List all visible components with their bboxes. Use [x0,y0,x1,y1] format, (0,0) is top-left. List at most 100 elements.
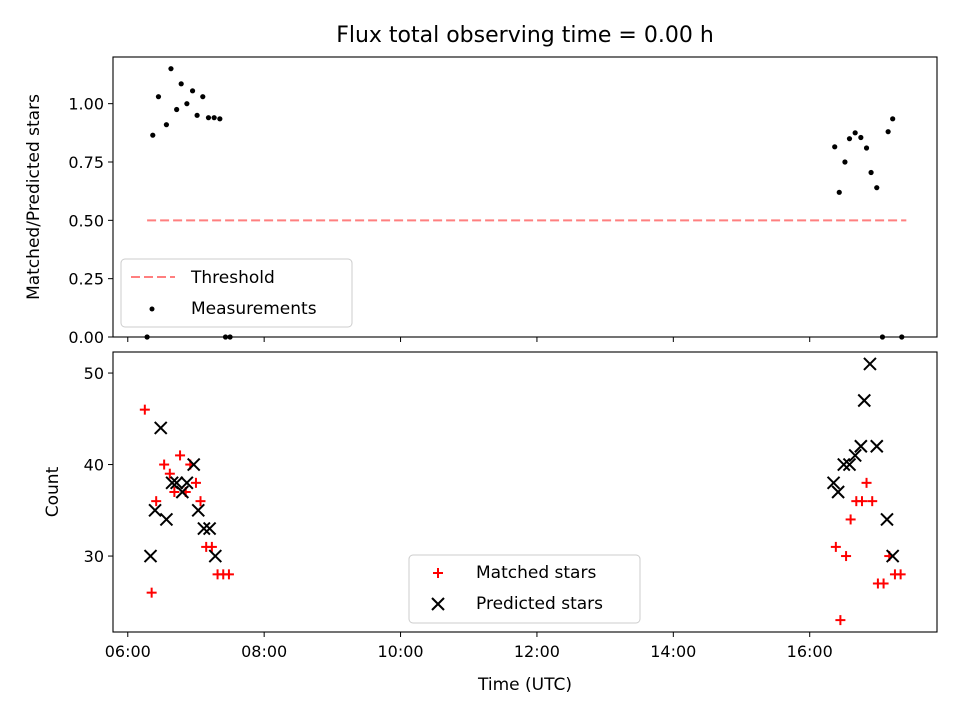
legend-entry-measurements: Measurements [191,299,317,319]
bottom-chart: 30 40 50 06:00 08:00 10:00 12:00 14:00 16:00 Cou… [43,351,938,695]
matched-star-point [830,541,841,552]
predicted-star-point [191,503,205,518]
matched-stars-legend-swatch [433,568,443,578]
matched-star-point [190,477,201,488]
legend-entry-matched-stars: Matched stars [476,563,596,583]
measurements-legend-swatch [149,306,155,312]
measurement-point [217,116,223,122]
top-y-tick-label: 0.25 [68,270,104,289]
predicted-star-point [197,521,211,536]
measurement-point [885,129,891,135]
bottom-chart-y-axis-label: Count [43,466,63,517]
measurement-point [163,122,170,128]
matched-star-point [206,541,217,552]
matched-star-point [861,477,872,488]
top-chart-axes: 0.00 0.25 0.50 0.75 1.00 [68,95,811,347]
measurement-point [200,94,206,100]
predicted-star-point [175,485,190,499]
matched-star-point [175,450,186,461]
matched-star-point [895,569,906,580]
measurement-point [174,106,180,113]
bottom-plot-frame [112,351,938,633]
x-tick-label: 10:00 [377,642,423,661]
top-marks [144,66,907,340]
bottom-y-tick-label: 40 [84,456,104,475]
matched-star-point [146,587,157,598]
matched-star-point [169,487,180,497]
predicted-star-point [885,549,900,563]
matched-star-point [223,569,234,580]
measurement-point [211,115,217,121]
predicted-star-point [143,549,158,563]
measurement-point [858,134,864,141]
predicted-star-point [180,476,194,490]
top-legend-box [120,258,353,328]
predicted-star-point [202,521,217,536]
predicted-star-point [880,512,894,527]
matched-star-point [867,496,878,507]
matched-star-point [139,404,150,415]
matched-star-point [164,468,175,479]
bottom-y-tick-label: 30 [84,547,104,566]
bottom-y-tick-label: 50 [84,364,104,383]
measurement-point [168,66,174,72]
matched-star-point [845,514,856,525]
x-tick-label: 08:00 [241,642,287,661]
matched-star-point [878,578,889,589]
predicted-star-point [831,485,845,499]
matched-star-point [841,551,852,562]
top-chart-title: Flux total observing time = 0.00 h [336,23,714,48]
top-y-tick-label: 0.00 [68,328,104,347]
predicted-star-point [837,457,851,472]
predicted-star-point [863,357,877,371]
measurement-point [150,132,156,138]
predicted-star-point [857,393,871,408]
measurement-point [852,130,858,136]
predicted-stars-legend-swatch [431,597,445,611]
legend-entry-threshold: Threshold [190,268,275,288]
predicted-star-point [148,503,162,518]
legend-entry-predicted-stars: Predicted stars [476,594,603,614]
measurement-point [189,88,196,94]
measurement-point [205,115,212,121]
predicted-star-point [826,476,841,490]
measurement-point [194,112,200,118]
measurement-point [842,159,848,165]
top-plot-frame [112,56,938,338]
predicted-star-point [854,439,868,453]
measurement-point [846,136,853,142]
predicted-star-point [154,421,168,435]
matched-star-point [856,496,867,507]
top-y-tick-label: 0.50 [68,211,104,230]
measurement-point [155,94,162,100]
predicted-star-point [848,448,862,463]
measurement-point [836,189,842,195]
x-tick-label: 06:00 [105,642,151,661]
x-tick-label: 12:00 [514,642,560,661]
bottom-legend-box [408,554,641,624]
matched-star-point [151,496,162,507]
top-chart-content [144,66,907,340]
measurement-point [184,101,190,107]
predicted-star-point [159,512,174,527]
predicted-star-point [842,457,857,472]
x-tick-label: 14:00 [650,642,696,661]
measurement-point [868,169,874,176]
predicted-star-point [870,439,884,453]
bottom-chart-axes: 30 40 50 06:00 08:00 10:00 12:00 14:00 16:00 [84,364,833,661]
matched-star-point [195,496,206,507]
measurement-point [178,81,184,87]
measurement-point [874,185,880,191]
predicted-star-point [169,476,184,490]
bottom-chart-x-axis-label: Time (UTC) [477,675,572,695]
bottom-chart-legend: Matched stars Predicted stars [408,554,641,624]
measurement-point [890,116,896,122]
matched-star-point [835,615,846,626]
bottom-marks [139,357,906,626]
bottom-chart-content [139,357,906,626]
top-y-tick-label: 0.75 [68,153,104,172]
measurement-point [832,144,838,150]
predicted-star-point [208,549,222,563]
measurement-point [863,145,870,151]
